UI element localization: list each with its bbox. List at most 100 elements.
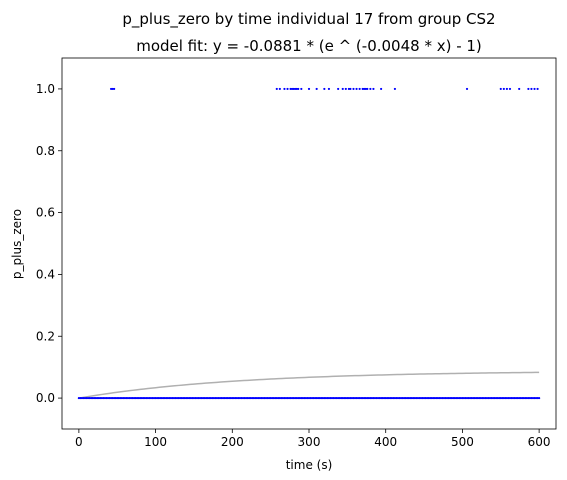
y-tick-label: 1.0 (36, 82, 55, 96)
data-point (91, 396, 94, 400)
data-point (168, 396, 171, 400)
data-point (363, 87, 366, 91)
data-point (303, 396, 306, 400)
data-point (424, 396, 427, 400)
data-point (133, 396, 136, 400)
data-point (249, 396, 252, 400)
data-point (376, 396, 380, 400)
data-point (478, 396, 481, 400)
x-tick-label: 0 (75, 435, 83, 449)
data-point (393, 396, 397, 400)
data-point (381, 396, 384, 400)
data-point (426, 396, 429, 400)
data-point (137, 396, 140, 400)
data-point (389, 396, 392, 400)
data-point (211, 396, 214, 400)
data-point (248, 396, 251, 400)
data-point (163, 396, 166, 400)
data-point (347, 87, 350, 91)
data-point (300, 87, 303, 91)
data-point (430, 396, 433, 400)
data-point (533, 87, 536, 91)
data-point (205, 396, 208, 400)
data-point (452, 396, 455, 400)
data-point (367, 396, 370, 400)
data-point (169, 396, 173, 400)
data-point (225, 396, 228, 400)
data-point (99, 396, 102, 400)
data-point (361, 87, 364, 91)
data-point (294, 396, 297, 400)
data-point (102, 396, 105, 400)
data-point (343, 396, 346, 400)
data-point (323, 396, 326, 400)
data-point (283, 396, 286, 400)
data-point (179, 396, 182, 400)
data-point (442, 396, 446, 400)
data-point (538, 396, 541, 400)
data-point (271, 396, 274, 400)
data-point (182, 396, 185, 400)
x-tick-label: 300 (298, 435, 321, 449)
data-point (307, 87, 311, 91)
data-point (355, 87, 358, 91)
data-point (94, 396, 97, 400)
data-point (412, 396, 415, 400)
data-point (120, 396, 123, 400)
data-point (304, 396, 308, 400)
data-point (386, 396, 389, 400)
data-point (88, 396, 91, 400)
data-point (482, 396, 485, 400)
data-point (375, 396, 378, 400)
data-point (214, 396, 217, 400)
data-point (513, 396, 516, 400)
data-point (111, 87, 114, 91)
data-point (277, 396, 280, 400)
data-point (525, 396, 528, 400)
data-point (401, 396, 404, 400)
data-point (85, 396, 88, 400)
data-point (162, 396, 165, 400)
data-point (416, 396, 420, 400)
data-point (245, 396, 248, 400)
data-point (82, 396, 85, 400)
data-point (146, 396, 150, 400)
data-point (234, 396, 237, 400)
data-point (467, 396, 470, 400)
data-point (410, 396, 413, 400)
data-point (427, 396, 430, 400)
data-point (461, 396, 464, 400)
data-point (361, 396, 364, 400)
data-point (180, 396, 183, 400)
data-point (464, 396, 467, 400)
data-point (333, 396, 337, 400)
data-point (444, 396, 447, 400)
data-point (521, 396, 524, 400)
data-point (499, 396, 502, 400)
data-point (157, 396, 160, 400)
data-point (455, 396, 458, 400)
data-point (504, 396, 507, 400)
data-point (321, 396, 324, 400)
data-point (240, 396, 243, 400)
data-point (508, 396, 512, 400)
data-point (530, 87, 533, 91)
x-axis-label: time (s) (286, 458, 333, 472)
data-point (209, 396, 212, 400)
data-point (286, 87, 289, 91)
data-point (378, 396, 381, 400)
data-point (484, 396, 487, 400)
data-point (128, 396, 131, 400)
data-point (536, 87, 539, 91)
data-point (487, 396, 490, 400)
data-point (485, 396, 489, 400)
data-point (501, 396, 504, 400)
data-point (429, 396, 432, 400)
data-point (510, 396, 513, 400)
data-point (223, 396, 226, 400)
data-point (129, 396, 133, 400)
data-point (495, 396, 498, 400)
data-point (335, 396, 338, 400)
data-point (415, 396, 418, 400)
data-point (341, 87, 344, 91)
